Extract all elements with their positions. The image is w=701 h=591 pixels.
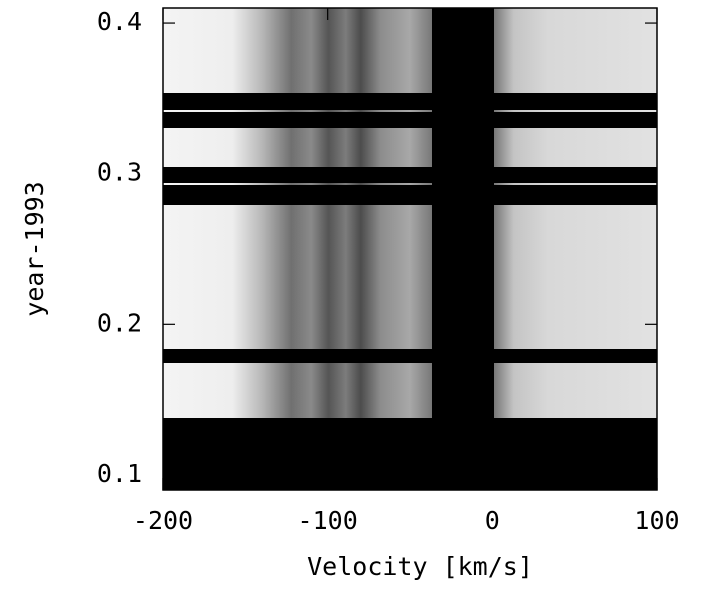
y-axis-label: year-1993: [20, 181, 49, 316]
y-tick-label: 0.1: [97, 459, 142, 488]
x-axis-label: Velocity [km/s]: [307, 552, 533, 581]
x-tick-label: -200: [133, 506, 193, 535]
x-tick-label: -100: [298, 506, 358, 535]
x-tick-label: 0: [485, 506, 500, 535]
y-tick-label: 0.4: [97, 7, 142, 36]
y-tick-label: 0.3: [97, 158, 142, 187]
plot-frame: [162, 7, 658, 491]
plot-image: [163, 8, 657, 490]
y-tick-label: 0.2: [97, 308, 142, 337]
x-tick-label: 100: [634, 506, 679, 535]
